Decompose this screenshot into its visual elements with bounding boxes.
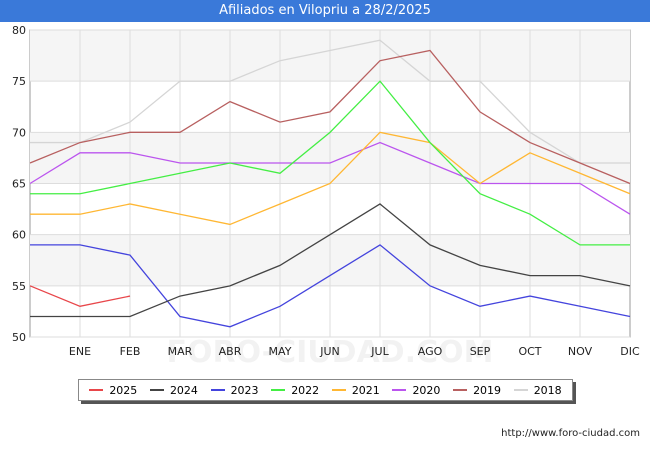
y-tick-label: 70 bbox=[12, 126, 26, 139]
chart-title: Afiliados en Vilopriu a 28/2/2025 bbox=[0, 0, 650, 22]
line-chart: FORO-CIUDAD.COM 50 55 60 65 70 75 80 ENE FEB MAR… bbox=[12, 24, 640, 370]
legend-swatch bbox=[453, 389, 468, 391]
x-tick-label: FEB bbox=[120, 345, 141, 358]
x-tick-label: JUN bbox=[319, 345, 340, 358]
y-tick-label: 75 bbox=[12, 75, 26, 88]
x-tick-label: JUL bbox=[370, 345, 389, 358]
series-line-2019 bbox=[29, 49, 631, 185]
legend: 2025 2024 2023 2022 2021 2020 2019 2018 bbox=[78, 379, 573, 401]
x-tick-label: DIC bbox=[620, 345, 640, 358]
legend-item: 2022 bbox=[271, 384, 319, 397]
x-tick-label: MAR bbox=[168, 345, 193, 358]
y-tick-label: 60 bbox=[12, 229, 26, 242]
x-tick-label: AGO bbox=[418, 345, 443, 358]
legend-swatch bbox=[89, 389, 104, 391]
legend-swatch bbox=[271, 389, 286, 391]
legend-item: 2023 bbox=[210, 383, 259, 397]
legend-swatch bbox=[513, 389, 528, 391]
legend-item: 2025 bbox=[89, 384, 137, 397]
y-tick-label: 80 bbox=[12, 24, 26, 37]
series-line-2021 bbox=[30, 131, 631, 226]
series-line-2020 bbox=[29, 141, 631, 215]
legend-item: 2024 bbox=[149, 383, 198, 397]
series-line-2024 bbox=[30, 203, 631, 318]
series-line-2023 bbox=[30, 244, 631, 328]
source-url[interactable]: http://www.foro-ciudad.com bbox=[501, 428, 640, 439]
y-tick-label: 55 bbox=[12, 280, 26, 293]
legend-label: 2023 bbox=[230, 383, 259, 397]
x-tick-label: ABR bbox=[219, 345, 242, 358]
legend-swatch bbox=[331, 389, 346, 391]
legend-label: 2020 bbox=[412, 383, 441, 397]
series-line-2025 bbox=[29, 285, 131, 307]
legend-label: 2024 bbox=[169, 383, 198, 397]
x-tick-label: ENE bbox=[69, 345, 91, 358]
y-tick-label: 65 bbox=[12, 178, 26, 191]
x-tick-label: OCT bbox=[518, 345, 541, 358]
x-tick-label: SEP bbox=[470, 345, 491, 358]
legend-swatch bbox=[210, 389, 225, 391]
series-line-2018 bbox=[30, 39, 630, 164]
legend-item: 2021 bbox=[331, 383, 380, 397]
legend-label: 2018 bbox=[533, 383, 562, 397]
legend-swatch bbox=[149, 389, 164, 391]
legend-item: 2020 bbox=[392, 384, 440, 397]
legend-label: 2019 bbox=[473, 383, 502, 397]
y-tick-label: 50 bbox=[12, 331, 26, 344]
series-line-2022 bbox=[30, 80, 630, 246]
legend-label: 2022 bbox=[291, 383, 320, 397]
legend-swatch bbox=[392, 389, 407, 391]
legend-label: 2021 bbox=[351, 383, 380, 397]
x-tick-label: NOV bbox=[568, 345, 593, 358]
x-tick-label: MAY bbox=[269, 345, 292, 358]
legend-item: 2019 bbox=[453, 384, 501, 397]
legend-label: 2025 bbox=[109, 383, 138, 397]
watermark: FORO-CIUDAD.COM bbox=[167, 335, 494, 370]
legend-item: 2018 bbox=[513, 383, 562, 397]
